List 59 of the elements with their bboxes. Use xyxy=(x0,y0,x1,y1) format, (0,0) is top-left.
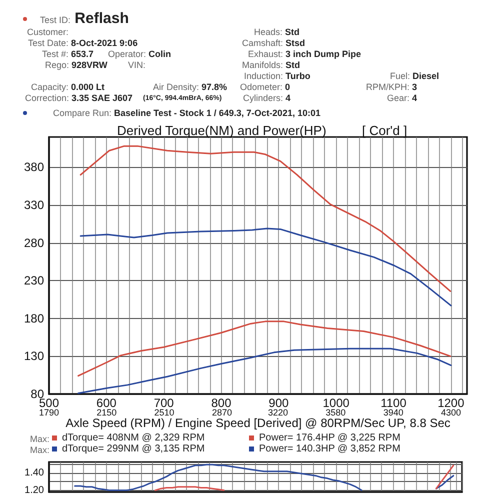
text: Correction: 3.35 SAE J607 xyxy=(25,92,133,102)
text: Gear: 4 xyxy=(387,92,418,102)
x-tick-label: 700 xyxy=(154,396,174,410)
y-tick-label: 330 xyxy=(24,198,44,212)
x-tick-label: 600 xyxy=(96,396,117,410)
x2-tick-label: 3220 xyxy=(268,408,288,418)
text: Operator: Colin xyxy=(108,48,172,58)
legend-label: Power= 140.3HP @ 3,852 RPM xyxy=(259,444,400,454)
x-tick-label: 1000 xyxy=(322,396,350,410)
text: VIN: xyxy=(128,60,146,70)
x2-tick-label: 4300 xyxy=(440,408,461,418)
line-series xyxy=(78,348,452,394)
y-tick-label: 280 xyxy=(24,236,44,250)
y-tick-label: 1.20 xyxy=(24,484,44,496)
text: Capacity: 0.000 Lt xyxy=(31,82,105,92)
x2-tick-label: 1790 xyxy=(38,408,60,418)
y-tick-label: 1.40 xyxy=(24,468,44,479)
line-series xyxy=(78,320,452,377)
x2-tick-label: 3580 xyxy=(326,408,346,418)
y-tick-label: 130 xyxy=(24,349,44,364)
text: RPM/KPH: 3 xyxy=(366,82,418,92)
text: Customer: xyxy=(27,26,69,36)
text: Induction: Turbo xyxy=(244,70,310,80)
chart-title: Derived Torque(NM) and Power(HP) xyxy=(117,123,326,138)
text: Heads: Std xyxy=(254,26,300,36)
legend-label: Power= 176.4HP @ 3,225 RPM xyxy=(259,432,400,444)
text: Test ID: Reflash xyxy=(40,10,129,26)
text: Test Date: 8-Oct-2021 9:06 xyxy=(28,38,138,48)
text: Test #: 653.7 xyxy=(42,48,94,58)
y-tick-label: 380 xyxy=(24,160,44,174)
line-series xyxy=(435,474,454,490)
text: Camshaft: Stsd xyxy=(242,38,306,48)
x2-tick-label: 3940 xyxy=(383,408,404,418)
x2-tick-label: 2150 xyxy=(96,408,117,418)
text: Fuel: Diesel xyxy=(390,70,440,80)
x-tick-label: 900 xyxy=(268,396,289,410)
x-tick-label: 800 xyxy=(211,396,232,410)
line-series xyxy=(435,464,454,490)
x2-tick-label: 2870 xyxy=(212,408,232,418)
line-series xyxy=(74,464,362,492)
text: Max: xyxy=(30,444,50,454)
text: Max: xyxy=(30,434,50,444)
x-tick-label: 1200 xyxy=(438,396,465,410)
text: Odometer: 0 xyxy=(240,82,290,92)
text: Compare Run: Baseline Test - Stock 1 / 649.3, 7-Oct-2021, 10:01 xyxy=(53,108,320,118)
x-axis-title: Axle Speed (RPM) / Engine Speed [Derived] @ 80RPM/Sec UP, 8.8 Sec xyxy=(66,416,450,430)
text: Exhaust: 3 inch Dump Pipe xyxy=(248,48,362,58)
x2-tick-label: 2510 xyxy=(154,408,174,418)
y-tick-label: 230 xyxy=(24,274,44,288)
legend-label: dTorque= 299NM @ 3,135 RPM xyxy=(62,444,205,454)
line-series xyxy=(80,228,452,306)
y-tick-label: 180 xyxy=(24,311,44,326)
text: Cylinders: 4 xyxy=(243,92,291,102)
text: Air Density: 97.8% xyxy=(153,82,228,92)
line-series xyxy=(80,145,452,292)
x-tick-label: 1100 xyxy=(380,396,407,410)
text: Manifolds: Std xyxy=(242,60,300,70)
legend-label: dTorque= 408NM @ 2,329 RPM xyxy=(62,432,205,444)
text: Rego: 928VRW xyxy=(45,60,108,70)
